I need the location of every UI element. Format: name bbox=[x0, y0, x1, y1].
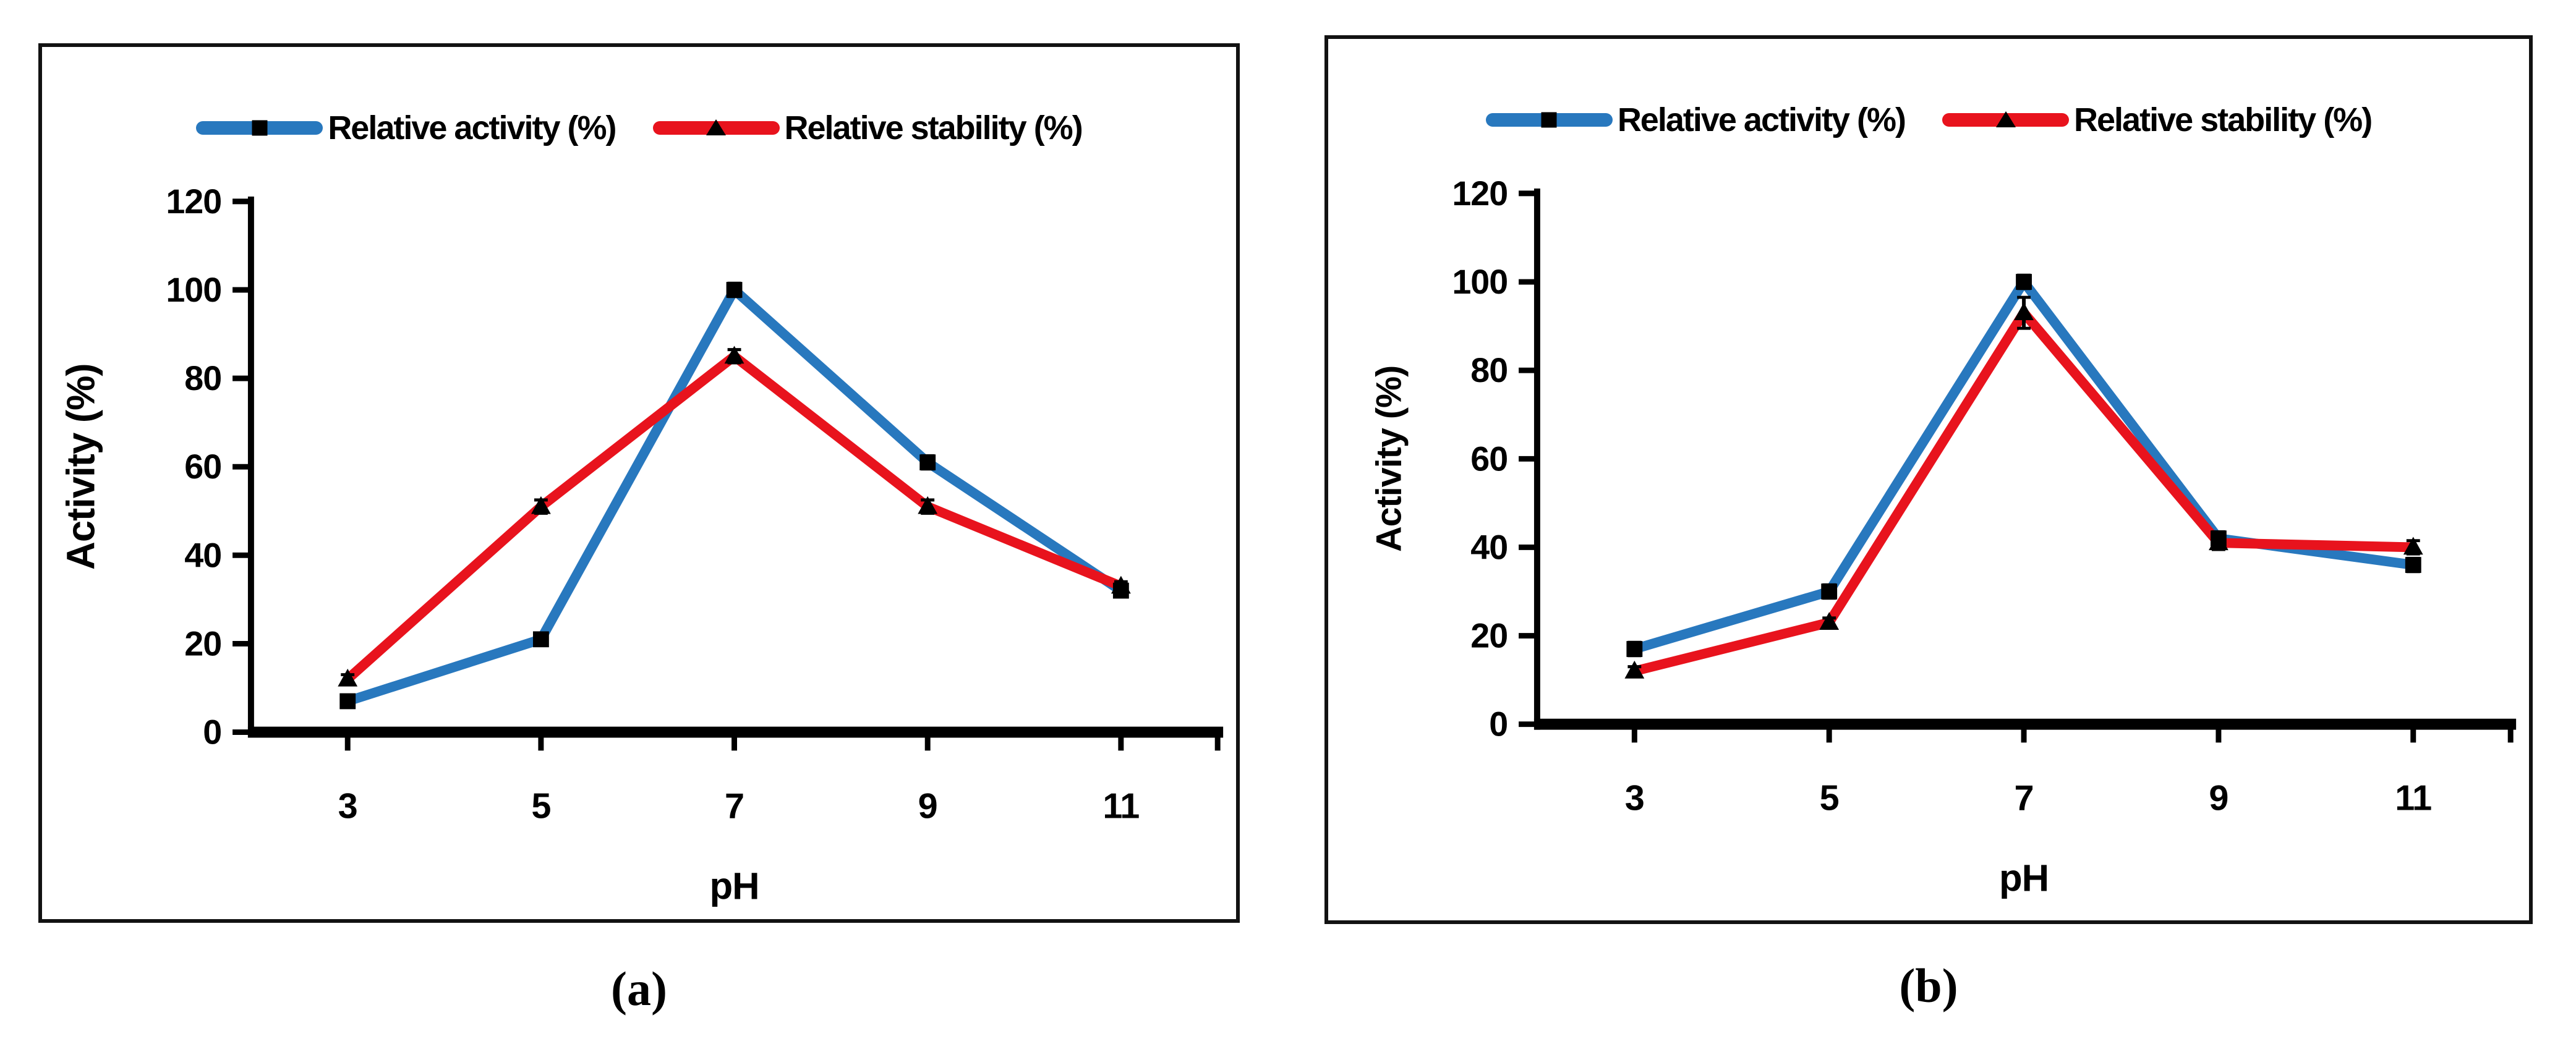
svg-text:Activity (%): Activity (%) bbox=[1369, 366, 1409, 552]
svg-text:100: 100 bbox=[1452, 263, 1508, 301]
svg-text:3: 3 bbox=[338, 786, 357, 826]
svg-text:120: 120 bbox=[166, 182, 221, 221]
legend-entry-activity: Relative activity (%) bbox=[1485, 101, 1906, 139]
line-plot-b: 0 20 40 60 80 100 120 3 5 7 9 11 pH Activity (%) bbox=[1369, 174, 2517, 899]
caption-a: (a) bbox=[611, 962, 667, 1016]
legend-label-activity: Relative activity (%) bbox=[328, 109, 616, 146]
square-marker-icon bbox=[252, 120, 268, 136]
legend-label-stability: Relative stability (%) bbox=[2074, 101, 2373, 138]
activity-line-swatch bbox=[1485, 112, 1613, 128]
legend-label-activity: Relative activity (%) bbox=[1617, 101, 1906, 138]
stability-line-swatch bbox=[652, 119, 780, 135]
square-marker-icon bbox=[1541, 112, 1557, 128]
legend-entry-stability: Relative stability (%) bbox=[1942, 101, 2373, 139]
legend-label-stability: Relative stability (%) bbox=[784, 109, 1083, 146]
svg-text:11: 11 bbox=[2395, 779, 2431, 818]
stability-line-swatch bbox=[1942, 111, 2070, 127]
legend-entry-stability: Relative stability (%) bbox=[652, 109, 1083, 147]
svg-text:100: 100 bbox=[166, 271, 221, 309]
svg-text:20: 20 bbox=[1470, 617, 1508, 655]
svg-text:80: 80 bbox=[1470, 351, 1508, 389]
triangle-marker-icon bbox=[706, 119, 727, 135]
legend-a: Relative activity (%) Relative stability… bbox=[42, 109, 1236, 147]
svg-text:Activity (%): Activity (%) bbox=[59, 363, 103, 570]
svg-text:11: 11 bbox=[1102, 786, 1139, 826]
svg-text:0: 0 bbox=[1489, 705, 1508, 744]
caption-b: (b) bbox=[1899, 959, 1958, 1012]
svg-text:20: 20 bbox=[184, 624, 221, 663]
activity-line-swatch bbox=[196, 120, 323, 136]
svg-text:9: 9 bbox=[2209, 779, 2228, 818]
chart-panel-b: Relative activity (%) Relative stability… bbox=[1324, 35, 2533, 924]
svg-text:80: 80 bbox=[184, 359, 221, 397]
svg-text:3: 3 bbox=[1625, 779, 1644, 818]
chart-panel-a: Relative activity (%) Relative stability… bbox=[38, 43, 1240, 923]
svg-text:0: 0 bbox=[203, 713, 221, 752]
svg-text:120: 120 bbox=[1452, 174, 1508, 213]
svg-text:40: 40 bbox=[1470, 528, 1508, 566]
svg-text:9: 9 bbox=[918, 786, 937, 826]
triangle-marker-icon bbox=[1995, 111, 2016, 127]
svg-text:pH: pH bbox=[1999, 857, 2049, 899]
svg-text:5: 5 bbox=[1820, 779, 1839, 818]
svg-text:7: 7 bbox=[725, 786, 744, 826]
legend-entry-activity: Relative activity (%) bbox=[196, 109, 617, 147]
line-plot-a: 0 20 40 60 80 100 120 3 5 7 9 11 pH Activity (%) bbox=[59, 182, 1224, 907]
svg-text:60: 60 bbox=[1470, 439, 1508, 478]
svg-text:40: 40 bbox=[184, 536, 221, 574]
legend-b: Relative activity (%) Relative stability… bbox=[1328, 101, 2529, 139]
svg-text:7: 7 bbox=[2015, 779, 2034, 818]
svg-text:pH: pH bbox=[709, 865, 759, 907]
svg-text:5: 5 bbox=[531, 786, 550, 826]
svg-text:60: 60 bbox=[184, 448, 221, 486]
